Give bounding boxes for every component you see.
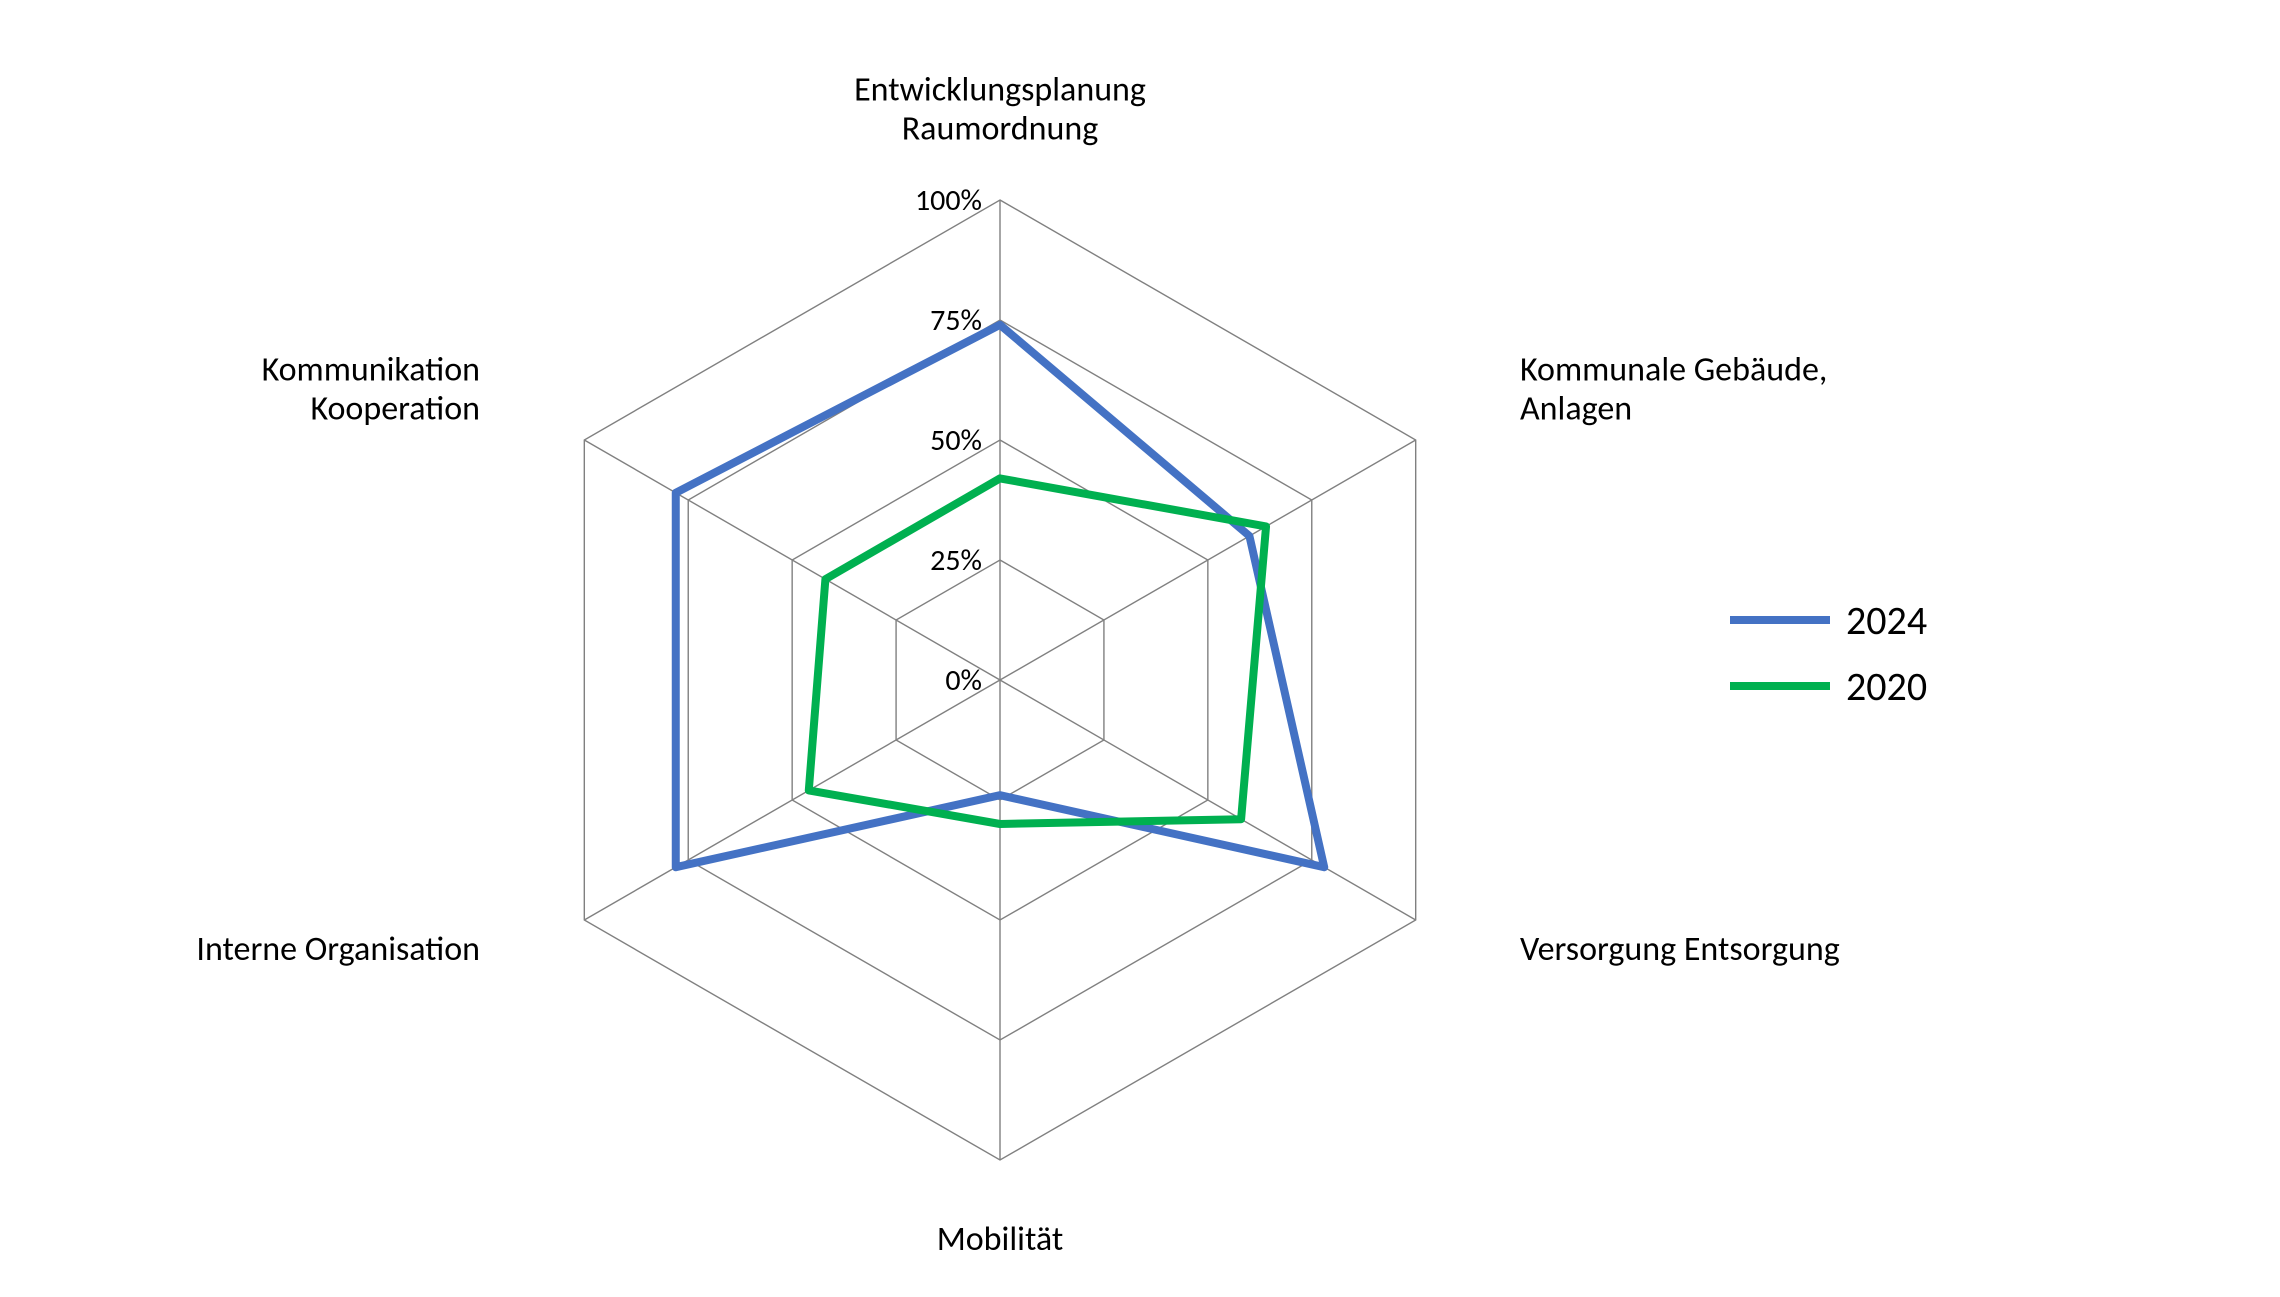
radar-tick-label: 50%	[930, 422, 982, 459]
radar-tick-label: 100%	[915, 182, 982, 219]
radar-axis-label: Interne Organisation	[196, 929, 480, 970]
radar-tick-label: 25%	[930, 542, 982, 579]
radar-chart-svg: 0%25%50%75%100%EntwicklungsplanungRaumor…	[0, 0, 2280, 1297]
radar-tick-label: 75%	[930, 302, 982, 339]
radar-axis-label: Mobilität	[937, 1219, 1064, 1260]
legend-label: 2024	[1846, 596, 1927, 645]
radar-axis-label: Versorgung Entsorgung	[1520, 929, 1840, 970]
legend-label: 2020	[1846, 662, 1927, 711]
radar-chart: 0%25%50%75%100%EntwicklungsplanungRaumor…	[0, 0, 2280, 1297]
radar-tick-label: 0%	[945, 662, 982, 699]
